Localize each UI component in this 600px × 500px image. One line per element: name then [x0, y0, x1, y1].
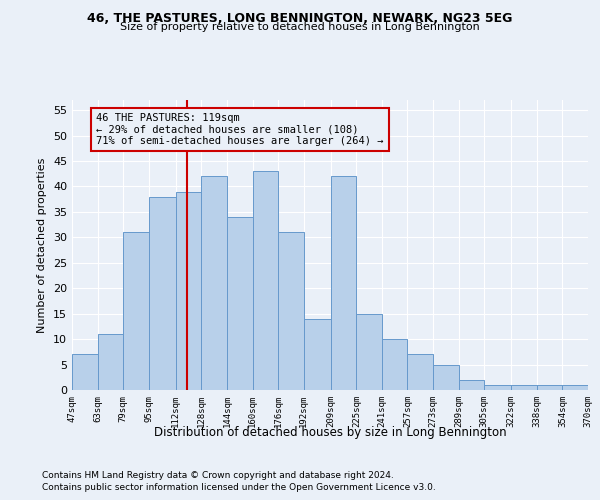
Bar — [227, 217, 253, 390]
Bar — [433, 364, 458, 390]
Text: 46, THE PASTURES, LONG BENNINGTON, NEWARK, NG23 5EG: 46, THE PASTURES, LONG BENNINGTON, NEWAR… — [88, 12, 512, 26]
Text: Contains HM Land Registry data © Crown copyright and database right 2024.: Contains HM Land Registry data © Crown c… — [42, 471, 394, 480]
Bar — [304, 319, 331, 390]
Bar — [458, 380, 484, 390]
Bar — [484, 385, 511, 390]
Bar — [356, 314, 382, 390]
Bar — [202, 176, 227, 390]
Bar — [331, 176, 356, 390]
Text: Distribution of detached houses by size in Long Bennington: Distribution of detached houses by size … — [154, 426, 506, 439]
Bar — [176, 192, 202, 390]
Text: 46 THE PASTURES: 119sqm
← 29% of detached houses are smaller (108)
71% of semi-d: 46 THE PASTURES: 119sqm ← 29% of detache… — [96, 112, 383, 146]
Bar — [382, 339, 407, 390]
Text: Size of property relative to detached houses in Long Bennington: Size of property relative to detached ho… — [120, 22, 480, 32]
Bar — [562, 385, 588, 390]
Y-axis label: Number of detached properties: Number of detached properties — [37, 158, 47, 332]
Bar — [72, 354, 98, 390]
Bar — [511, 385, 537, 390]
Bar — [278, 232, 304, 390]
Bar — [407, 354, 433, 390]
Bar — [98, 334, 123, 390]
Text: Contains public sector information licensed under the Open Government Licence v3: Contains public sector information licen… — [42, 484, 436, 492]
Bar — [253, 171, 278, 390]
Bar — [149, 196, 176, 390]
Bar — [123, 232, 149, 390]
Bar — [537, 385, 562, 390]
